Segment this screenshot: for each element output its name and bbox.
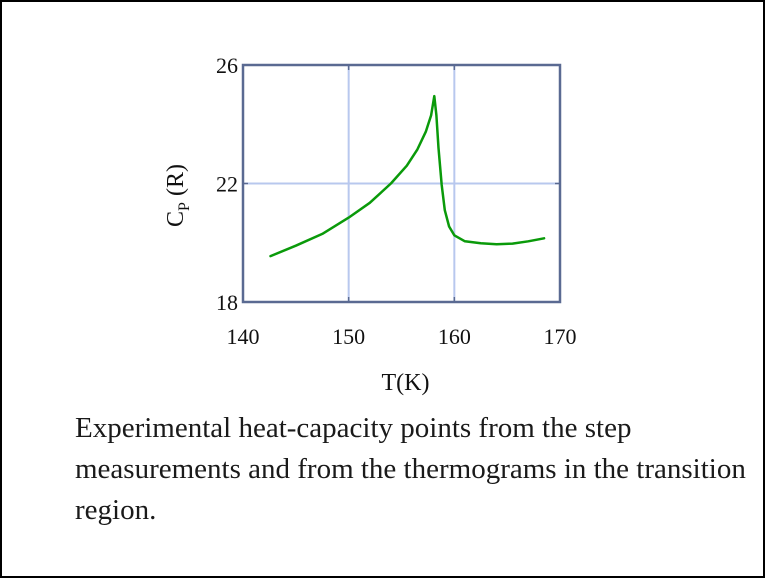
y-axis-label-unit: (R): [163, 164, 189, 202]
x-tick-label: 150: [332, 324, 365, 349]
figure-caption: Experimental heat-capacity points from t…: [75, 408, 755, 531]
y-tick-label: 18: [216, 290, 238, 315]
x-tick-label: 170: [544, 324, 577, 349]
series-layer: [271, 96, 545, 256]
y-axis-label-subscript: P: [176, 202, 193, 211]
y-tick-label: 26: [216, 53, 238, 78]
grid: [243, 65, 560, 302]
y-axis-label: CP (R): [163, 164, 193, 227]
y-axis-label-main: C: [163, 211, 189, 227]
x-axis-label: T(K): [382, 370, 430, 396]
series-line-0: [271, 96, 545, 256]
tick-labels: 140 150 160 170 18 22 26: [216, 53, 577, 349]
x-tick-label: 160: [438, 324, 471, 349]
x-tick-label: 140: [227, 324, 260, 349]
y-tick-label: 22: [216, 172, 238, 197]
